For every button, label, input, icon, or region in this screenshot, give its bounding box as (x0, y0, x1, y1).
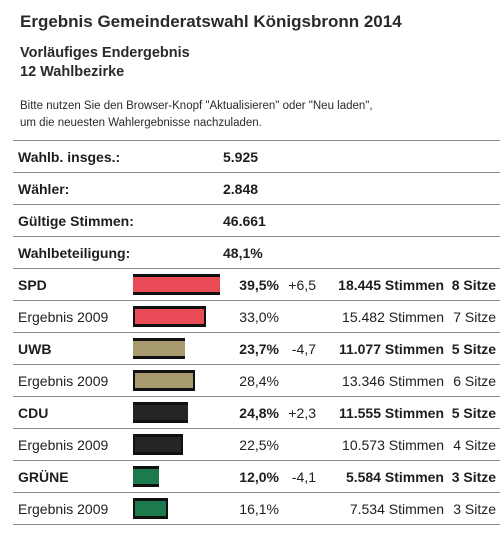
previous-share-bar (133, 306, 206, 327)
summary-row-valid-votes: Gültige Stimmen: 46.661 (13, 204, 500, 237)
previous-share-bar-cell (133, 428, 221, 461)
party-name: GRÜNE (13, 460, 133, 493)
vote-share-bar (133, 274, 220, 295)
previous-seat-count: 3 Sitze (444, 492, 500, 525)
page-title: Ergebnis Gemeinderatswahl Königsbronn 20… (20, 12, 402, 31)
party-row: CDU 24,8% +2,3 11.555 Stimmen 5 Sitze (13, 396, 500, 429)
vote-share-bar (133, 466, 160, 487)
previous-share-bar (133, 498, 169, 519)
vote-share-change: -4,7 (279, 332, 316, 365)
reload-notice-line-2: um die neuesten Wahlergebnisse nachzulad… (20, 117, 262, 129)
reload-notice-line-1: Bitte nutzen Sie den Browser-Knopf "Aktu… (20, 100, 373, 112)
summary-label: Wähler: (13, 172, 133, 205)
previous-result-row: Ergebnis 2009 22,5% 10.573 Stimmen 4 Sitze (13, 428, 500, 461)
previous-seat-count: 7 Sitze (444, 300, 500, 333)
party-row: GRÜNE 12,0% -4,1 5.584 Stimmen 3 Sitze (13, 460, 500, 493)
previous-seat-count: 6 Sitze (444, 364, 500, 397)
summary-row-turnout: Wahlbeteiligung: 48,1% (13, 236, 500, 269)
party-name: CDU (13, 396, 133, 429)
vote-share-bar (133, 338, 186, 359)
result-status: Vorläufiges Endergebnis (20, 45, 190, 61)
previous-vote-count: 13.346 Stimmen (316, 364, 444, 397)
previous-result-row: Ergebnis 2009 16,1% 7.534 Stimmen 3 Sitze (13, 492, 500, 525)
vote-share-bar (133, 402, 188, 423)
vote-share: 39,5% (221, 268, 279, 301)
vote-count: 5.584 Stimmen (316, 460, 444, 493)
party-row: SPD 39,5% +6,5 18.445 Stimmen 8 Sitze (13, 268, 500, 301)
vote-share-change: -4,1 (279, 460, 316, 493)
summary-label: Gültige Stimmen: (13, 204, 133, 237)
vote-share: 12,0% (221, 460, 279, 493)
vote-share-bar-cell (133, 332, 221, 365)
summary-value: 48,1% (221, 236, 500, 269)
summary-row-voters: Wähler: 2.848 (13, 172, 500, 205)
previous-share-bar (133, 434, 183, 455)
vote-share-bar-cell (133, 460, 221, 493)
seat-count: 5 Sitze (444, 332, 500, 365)
vote-share-change: +2,3 (279, 396, 316, 429)
previous-vote-share: 22,5% (221, 428, 279, 461)
summary-label: Wahlb. insges.: (13, 140, 133, 173)
summary-value: 2.848 (221, 172, 500, 205)
vote-share: 24,8% (221, 396, 279, 429)
reload-notice: Bitte nutzen Sie den Browser-Knopf "Aktu… (20, 98, 490, 132)
results-table-body: Wahlb. insges.: 5.925 Wähler: 2.848 Gült… (13, 140, 500, 525)
summary-value: 5.925 (221, 140, 500, 173)
seat-count: 8 Sitze (444, 268, 500, 301)
previous-result-row: Ergebnis 2009 28,4% 13.346 Stimmen 6 Sitze (13, 364, 500, 397)
seat-count: 3 Sitze (444, 460, 500, 493)
previous-result-label: Ergebnis 2009 (13, 492, 133, 525)
vote-share: 23,7% (221, 332, 279, 365)
previous-result-label: Ergebnis 2009 (13, 428, 133, 461)
party-name: SPD (13, 268, 133, 301)
summary-label: Wahlbeteiligung: (13, 236, 133, 269)
vote-share-bar-cell (133, 396, 221, 429)
party-name: UWB (13, 332, 133, 365)
vote-count: 11.555 Stimmen (316, 396, 444, 429)
previous-vote-count: 7.534 Stimmen (316, 492, 444, 525)
previous-share-bar-cell (133, 300, 221, 333)
previous-seat-count: 4 Sitze (444, 428, 500, 461)
previous-share-bar-cell (133, 492, 221, 525)
previous-vote-count: 10.573 Stimmen (316, 428, 444, 461)
previous-vote-share: 16,1% (221, 492, 279, 525)
previous-share-bar (133, 370, 196, 391)
summary-value: 46.661 (221, 204, 500, 237)
previous-result-label: Ergebnis 2009 (13, 300, 133, 333)
previous-result-label: Ergebnis 2009 (13, 364, 133, 397)
vote-share-bar-cell (133, 268, 221, 301)
vote-count: 18.445 Stimmen (316, 268, 444, 301)
previous-vote-share: 28,4% (221, 364, 279, 397)
seat-count: 5 Sitze (444, 396, 500, 429)
vote-share-change: +6,5 (279, 268, 316, 301)
vote-count: 11.077 Stimmen (316, 332, 444, 365)
previous-vote-count: 15.482 Stimmen (316, 300, 444, 333)
results-table: Wahlb. insges.: 5.925 Wähler: 2.848 Gült… (13, 140, 500, 525)
party-row: UWB 23,7% -4,7 11.077 Stimmen 5 Sitze (13, 332, 500, 365)
previous-vote-share: 33,0% (221, 300, 279, 333)
previous-result-row: Ergebnis 2009 33,0% 15.482 Stimmen 7 Sitze (13, 300, 500, 333)
summary-row-eligible: Wahlb. insges.: 5.925 (13, 140, 500, 173)
district-count: 12 Wahlbezirke (20, 64, 125, 80)
previous-share-bar-cell (133, 364, 221, 397)
